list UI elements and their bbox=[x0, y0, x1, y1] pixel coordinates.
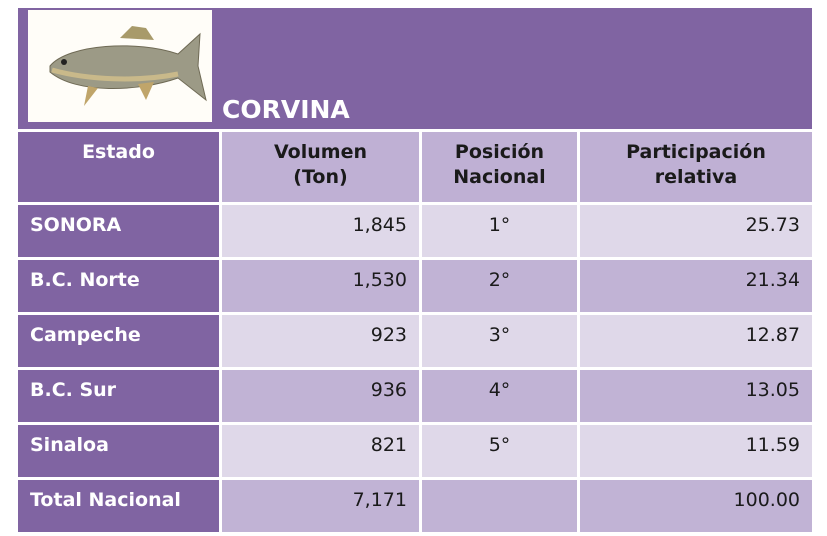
table-cell: 936 bbox=[222, 370, 419, 422]
table-cell: 100.00 bbox=[580, 480, 812, 532]
table-cell: 7,171 bbox=[222, 480, 419, 532]
row-header: SONORA bbox=[18, 205, 219, 257]
page: CORVINA EstadoVolumen (Ton)Posición Naci… bbox=[0, 0, 827, 536]
row-header: Campeche bbox=[18, 315, 219, 367]
row-header: B.C. Norte bbox=[18, 260, 219, 312]
table-cell: 13.05 bbox=[580, 370, 812, 422]
table-cell: 4° bbox=[422, 370, 577, 422]
table-cell: 5° bbox=[422, 425, 577, 477]
table-cell: 25.73 bbox=[580, 205, 812, 257]
column-header: Volumen (Ton) bbox=[222, 132, 419, 202]
table-cell: 12.87 bbox=[580, 315, 812, 367]
table-cell: 1,530 bbox=[222, 260, 419, 312]
table-cell: 923 bbox=[222, 315, 419, 367]
table-cell: 1° bbox=[422, 205, 577, 257]
table-cell: 1,845 bbox=[222, 205, 419, 257]
table-cell: 821 bbox=[222, 425, 419, 477]
column-header: Participación relativa bbox=[580, 132, 812, 202]
fish-image bbox=[28, 10, 212, 122]
column-header: Estado bbox=[18, 132, 219, 202]
row-header: Sinaloa bbox=[18, 425, 219, 477]
row-header: B.C. Sur bbox=[18, 370, 219, 422]
table-cell: 11.59 bbox=[580, 425, 812, 477]
table-cell: 3° bbox=[422, 315, 577, 367]
column-header: Posición Nacional bbox=[422, 132, 577, 202]
table-cell: 21.34 bbox=[580, 260, 812, 312]
table-cell bbox=[422, 480, 577, 532]
row-header: Total Nacional bbox=[18, 480, 219, 532]
title: CORVINA bbox=[222, 95, 350, 124]
table-cell: 2° bbox=[422, 260, 577, 312]
